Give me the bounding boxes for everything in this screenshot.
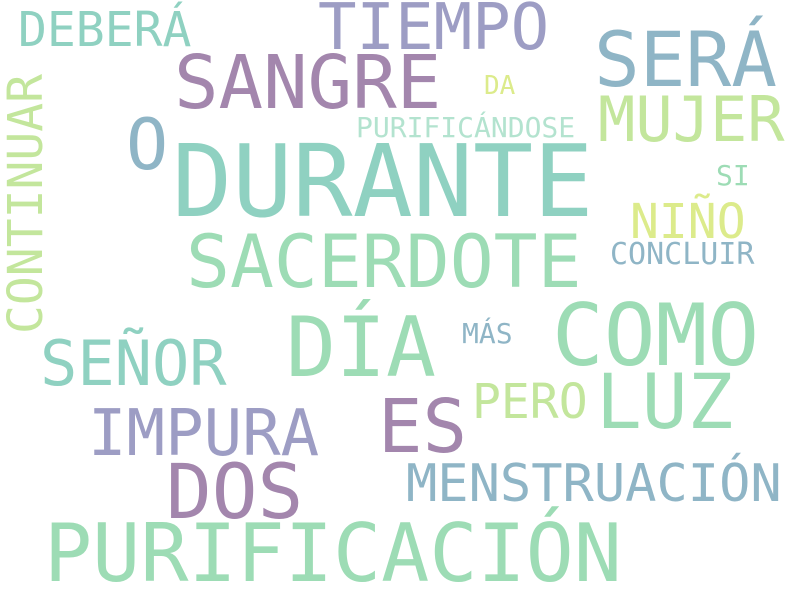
word-durante: DURANTE (172, 123, 594, 240)
word-luz: LUZ (596, 357, 734, 446)
word-purificandose: PURIFICÁNDOSE (356, 111, 576, 144)
word-si: SI (716, 159, 750, 192)
word-impura: IMPURA (88, 397, 320, 471)
word-es: ES (378, 384, 468, 470)
word-purificacion: PURIFICACIÓN (44, 507, 622, 600)
word-dia: DÍA (286, 299, 436, 396)
word-continuar: CONTINUAR (0, 73, 54, 334)
word-mujer: MUJER (598, 83, 785, 156)
word-tiempo: TIEMPO (318, 0, 550, 65)
word-sangre: SANGRE (174, 40, 442, 126)
word-como: COMO (552, 286, 760, 386)
word-concluir: CONCLUIR (610, 237, 755, 272)
word-nino: NIÑO (630, 194, 746, 250)
word-sera: SERÁ (594, 15, 778, 104)
word-dos: DOS (166, 447, 304, 536)
word-mas: MÁS (462, 317, 513, 350)
word-da: DA (484, 71, 516, 101)
word-o: O (126, 104, 169, 186)
word-senor: SEÑOR (40, 327, 227, 400)
word-debera: DEBERÁ (18, 2, 192, 58)
word-sacerdote: SACERDOTE (186, 220, 582, 305)
word-pero: PERO (472, 374, 588, 430)
word-menstruacion: MENSTRUACIÓN (406, 454, 782, 514)
